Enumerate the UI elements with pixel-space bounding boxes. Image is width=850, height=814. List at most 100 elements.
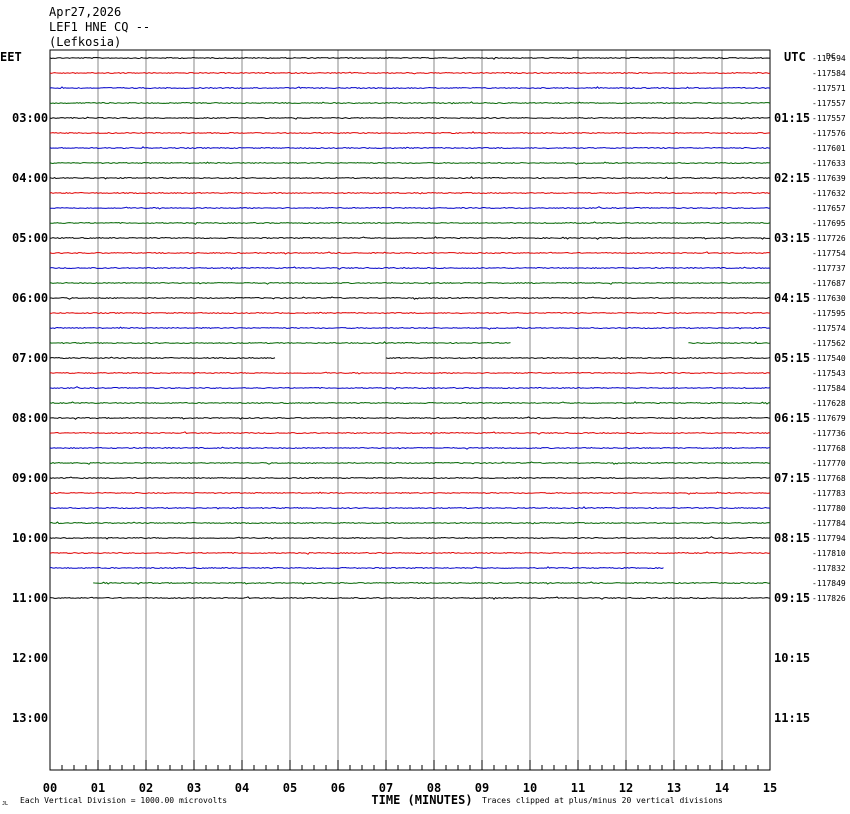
x-tick-label: 07 [379, 781, 393, 795]
left-hour-label: 09:00 [12, 471, 48, 485]
dc-offset-label: -117832 [812, 564, 846, 573]
dc-offset-label: -117695 [812, 219, 846, 228]
date-label: Apr27,2026 [49, 5, 122, 19]
trace-line [49, 431, 771, 435]
left-timezone-label: EET [0, 50, 22, 64]
right-timezone-label: UTC [784, 50, 806, 64]
trace-line [49, 371, 771, 375]
left-hour-label: 04:00 [12, 171, 48, 185]
trace-line [49, 116, 771, 120]
dc-offset-label: -117628 [812, 399, 846, 408]
trace-line [49, 596, 771, 600]
right-hour-label: 07:15 [774, 471, 810, 485]
left-hour-label: 05:00 [12, 231, 48, 245]
x-tick-label: 15 [763, 781, 777, 795]
dc-offset-label: -117540 [812, 354, 846, 363]
dc-offset-label: -117784 [812, 519, 846, 528]
dc-offset-label: -117794 [812, 534, 846, 543]
left-hour-label: 12:00 [12, 651, 48, 665]
trace-line [49, 266, 771, 270]
trace-line [49, 356, 276, 359]
trace-line [49, 461, 771, 465]
right-hour-label: 04:15 [774, 291, 810, 305]
dc-offset-label: -117780 [812, 504, 846, 513]
dc-offset-label: -117726 [812, 234, 846, 243]
trace-line [49, 491, 771, 495]
trace-line [49, 566, 664, 570]
footer-left-note: Each Vertical Division = 1000.00 microvo… [20, 796, 227, 805]
trace-line [49, 386, 771, 390]
trace-line [49, 236, 770, 240]
corner-mark: JL [2, 801, 8, 807]
dc-offset-label: -117557 [812, 114, 846, 123]
trace-line [49, 311, 771, 315]
x-tick-label: 05 [283, 781, 297, 795]
trace-line [49, 57, 771, 60]
x-tick-label: 02 [139, 781, 153, 795]
x-tick-label: 00 [43, 781, 57, 795]
left-hour-label: 06:00 [12, 291, 48, 305]
trace-line [49, 191, 771, 195]
trace-line [49, 401, 771, 405]
right-hour-label: 06:15 [774, 411, 810, 425]
dc-offset-label: -117737 [812, 264, 846, 273]
dc-offset-label: -117576 [812, 129, 846, 138]
right-hour-label: 09:15 [774, 591, 810, 605]
x-tick-label: 06 [331, 781, 345, 795]
dc-offset-label: -117657 [812, 204, 846, 213]
dc-offset-label: -117754 [812, 249, 846, 258]
dc-offset-label: -117849 [812, 579, 846, 588]
trace-line [49, 446, 771, 450]
dc-offset-label: -117574 [812, 324, 846, 333]
dc-offset-label: -117770 [812, 459, 846, 468]
trace-line [688, 341, 770, 345]
footer-right-note: Traces clipped at plus/minus 20 vertical… [482, 796, 723, 805]
dc-offset-label: -117679 [812, 414, 846, 423]
dc-offset-label: -117594 [812, 54, 846, 63]
dc-offset-label: -117736 [812, 429, 846, 438]
right-hour-label: 10:15 [774, 651, 810, 665]
right-hour-label: 11:15 [774, 711, 810, 725]
x-tick-label: 01 [91, 781, 105, 795]
dc-offset-label: -117543 [812, 369, 846, 378]
dc-offset-label: -117630 [812, 294, 846, 303]
trace-line [49, 341, 511, 345]
trace-line [49, 416, 771, 420]
trace-line [49, 131, 771, 135]
right-hour-label: 08:15 [774, 531, 810, 545]
trace-line [49, 281, 771, 285]
right-hour-label: 01:15 [774, 111, 810, 125]
dc-offset-label: -117601 [812, 144, 846, 153]
x-tick-label: 08 [427, 781, 441, 795]
right-hour-label: 02:15 [774, 171, 810, 185]
dc-offset-label: -117571 [812, 84, 846, 93]
dc-offset-label: -117768 [812, 474, 846, 483]
dc-offset-label: -117557 [812, 99, 846, 108]
trace-line [49, 86, 771, 90]
dc-offset-label: -117562 [812, 339, 846, 348]
dc-label: DC [826, 52, 836, 61]
left-hour-label: 13:00 [12, 711, 48, 725]
trace-line [49, 146, 771, 150]
x-tick-label: 04 [235, 781, 249, 795]
trace-line [49, 176, 771, 180]
x-axis-label: TIME (MINUTES) [371, 793, 472, 807]
dc-offset-label: -117595 [812, 309, 846, 318]
dc-offset-label: -117826 [812, 594, 846, 603]
trace-line [49, 476, 771, 480]
trace-line [49, 221, 771, 225]
left-hour-label: 11:00 [12, 591, 48, 605]
trace-line [49, 71, 771, 75]
right-hour-label: 05:15 [774, 351, 810, 365]
dc-offset-label: -117687 [812, 279, 846, 288]
x-tick-label: 09 [475, 781, 489, 795]
trace-line [93, 581, 770, 585]
x-tick-label: 13 [667, 781, 681, 795]
dc-offset-label: -117584 [812, 69, 846, 78]
trace-line [49, 551, 771, 555]
trace-line [49, 101, 771, 105]
dc-offset-label: -117783 [812, 489, 846, 498]
x-tick-label: 03 [187, 781, 201, 795]
trace-line [49, 206, 771, 210]
